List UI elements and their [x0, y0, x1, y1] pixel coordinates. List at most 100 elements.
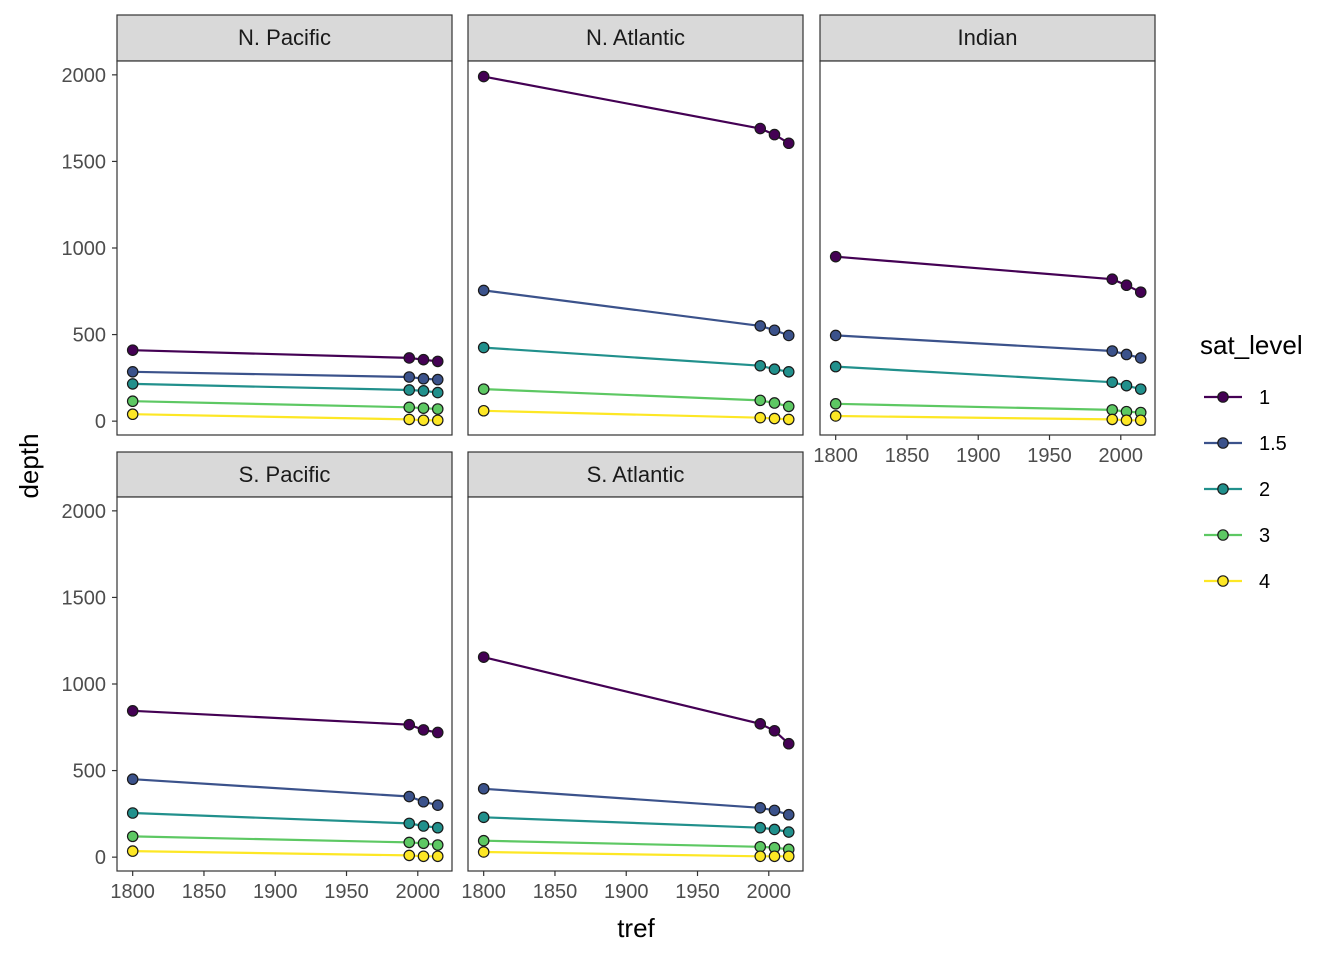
data-point-indian-3-1800	[829, 398, 842, 410]
legend-key-point-4	[1217, 575, 1229, 587]
data-point-n-atlantic-1-5-1994	[754, 320, 767, 332]
y-tick-label-n-pacific-2000: 2000	[62, 65, 107, 87]
data-point-s-pacific-1-5-2014	[431, 799, 444, 812]
panel-n-atlantic	[467, 60, 804, 436]
facet-strip-indian	[819, 14, 1156, 62]
legend-title: sat_level	[1200, 330, 1303, 360]
y-tick-label-n-pacific-500: 500	[73, 325, 106, 347]
data-point-n-atlantic-2-2004	[768, 363, 781, 376]
data-point-indian-2-2004	[1120, 379, 1133, 392]
data-point-n-atlantic-1-5-1800	[477, 284, 490, 297]
data-point-s-pacific-1-5-1800	[126, 773, 139, 786]
data-point-s-pacific-4-1800	[126, 845, 139, 857]
data-point-n-atlantic-3-1800	[477, 383, 490, 395]
series-line-n-pacific-4	[132, 413, 438, 422]
legend-label-3: 3	[1259, 525, 1270, 547]
facet-strip-s-pacific	[116, 451, 453, 498]
data-point-s-atlantic-4-2004	[768, 850, 781, 863]
y-tick-label-n-pacific-1500: 1500	[62, 151, 107, 173]
data-point-s-pacific-4-1994	[403, 849, 416, 862]
series-line-indian-4	[835, 414, 1141, 422]
data-point-n-pacific-1-1800	[126, 344, 139, 356]
x-tick-label-indian-1850: 1850	[885, 445, 930, 467]
x-tick-label-s-atlantic-1900: 1900	[604, 881, 649, 903]
data-point-indian-1-5-1994	[1106, 345, 1119, 357]
data-point-s-pacific-3-1994	[403, 836, 416, 849]
data-point-n-atlantic-4-1994	[754, 411, 767, 424]
series-line-s-pacific-1-5	[132, 778, 438, 807]
data-point-s-atlantic-1-5-1994	[754, 802, 767, 814]
y-tick-label-s-pacific-500: 500	[73, 761, 106, 783]
data-point-n-pacific-1-5-2014	[431, 373, 444, 386]
facet-strip-n-pacific	[116, 14, 453, 62]
series-line-n-atlantic-1-5	[483, 289, 790, 337]
facet-title-n-pacific: N. Pacific	[238, 25, 331, 50]
data-point-n-pacific-1-5-1994	[403, 371, 416, 383]
data-point-n-atlantic-1-5-2004	[768, 324, 781, 337]
data-point-s-atlantic-1-2014	[782, 737, 795, 750]
data-point-n-pacific-2-2004	[417, 385, 430, 397]
data-point-n-pacific-4-1800	[126, 408, 139, 421]
legend-label-1-5: 1.5	[1259, 433, 1287, 455]
series-line-s-pacific-2	[132, 811, 438, 829]
data-point-n-atlantic-3-1994	[754, 394, 767, 407]
x-tick-label-indian-2000: 2000	[1099, 445, 1144, 467]
panel-n-pacific	[116, 60, 453, 436]
y-tick-label-n-pacific-0: 0	[95, 411, 106, 433]
data-point-n-pacific-3-1994	[403, 401, 416, 414]
data-point-indian-4-1800	[829, 410, 842, 422]
data-point-s-atlantic-3-1994	[754, 840, 767, 853]
data-point-s-atlantic-2-1800	[477, 811, 490, 824]
data-point-n-pacific-2-1994	[403, 384, 416, 396]
series-line-n-atlantic-2	[483, 346, 789, 373]
data-point-s-atlantic-2-2004	[768, 823, 781, 836]
facet-title-s-atlantic: S. Atlantic	[587, 462, 685, 487]
data-point-n-atlantic-1-1800	[477, 70, 490, 83]
legend-label-4: 4	[1259, 571, 1270, 593]
y-tick-label-n-pacific-1000: 1000	[62, 238, 107, 260]
x-tick-label-s-atlantic-1800: 1800	[461, 881, 506, 903]
data-point-s-pacific-1-2004	[417, 724, 430, 736]
data-point-n-pacific-3-2014	[431, 403, 444, 415]
data-point-s-atlantic-4-1800	[477, 846, 490, 858]
facet-strip-s-atlantic	[467, 451, 804, 498]
facet-title-s-pacific: S. Pacific	[239, 462, 331, 487]
y-tick-label-s-pacific-1500: 1500	[62, 587, 107, 609]
data-point-n-atlantic-4-1800	[477, 404, 490, 417]
data-point-s-atlantic-1-5-1800	[477, 782, 490, 795]
series-line-indian-3	[835, 402, 1141, 414]
series-line-s-pacific-3	[132, 835, 438, 847]
x-tick-label-s-pacific-1950: 1950	[324, 881, 369, 903]
panel-indian	[819, 60, 1156, 436]
x-tick-label-s-atlantic-1950: 1950	[675, 881, 720, 903]
y-tick-label-s-pacific-2000: 2000	[62, 501, 107, 523]
legend-key-point-3	[1217, 529, 1229, 541]
data-point-s-atlantic-1-1994	[754, 718, 767, 730]
data-point-n-atlantic-2-1800	[477, 341, 490, 354]
data-point-s-pacific-4-2004	[417, 850, 430, 863]
series-line-n-atlantic-3	[483, 388, 789, 408]
data-point-n-pacific-2-1800	[126, 378, 139, 390]
facet-title-n-atlantic: N. Atlantic	[586, 25, 685, 50]
x-tick-label-s-atlantic-1850: 1850	[533, 881, 578, 903]
data-point-n-pacific-2-2014	[431, 386, 444, 399]
data-point-n-pacific-3-1800	[126, 395, 139, 408]
data-point-indian-1-5-2014	[1134, 352, 1147, 364]
data-point-s-pacific-4-2014	[431, 850, 444, 863]
data-point-n-pacific-4-2014	[431, 414, 444, 427]
x-tick-label-s-pacific-1900: 1900	[253, 881, 298, 903]
data-point-s-atlantic-1-5-2014	[782, 808, 795, 821]
data-point-s-pacific-1-1994	[403, 718, 416, 731]
data-point-s-pacific-2-1994	[403, 817, 416, 830]
data-point-s-atlantic-1-2004	[768, 724, 781, 737]
series-line-n-atlantic-1	[483, 75, 790, 145]
legend-key-point-1	[1217, 391, 1229, 403]
data-point-s-atlantic-2-1994	[754, 821, 767, 834]
x-tick-label-indian-1800: 1800	[813, 445, 858, 467]
data-point-n-atlantic-1-2014	[782, 137, 795, 150]
series-line-s-atlantic-2	[483, 816, 789, 834]
x-axis-title: tref	[617, 913, 655, 943]
data-point-s-pacific-1-5-2004	[417, 795, 430, 808]
data-point-s-atlantic-1-5-2004	[768, 804, 781, 817]
